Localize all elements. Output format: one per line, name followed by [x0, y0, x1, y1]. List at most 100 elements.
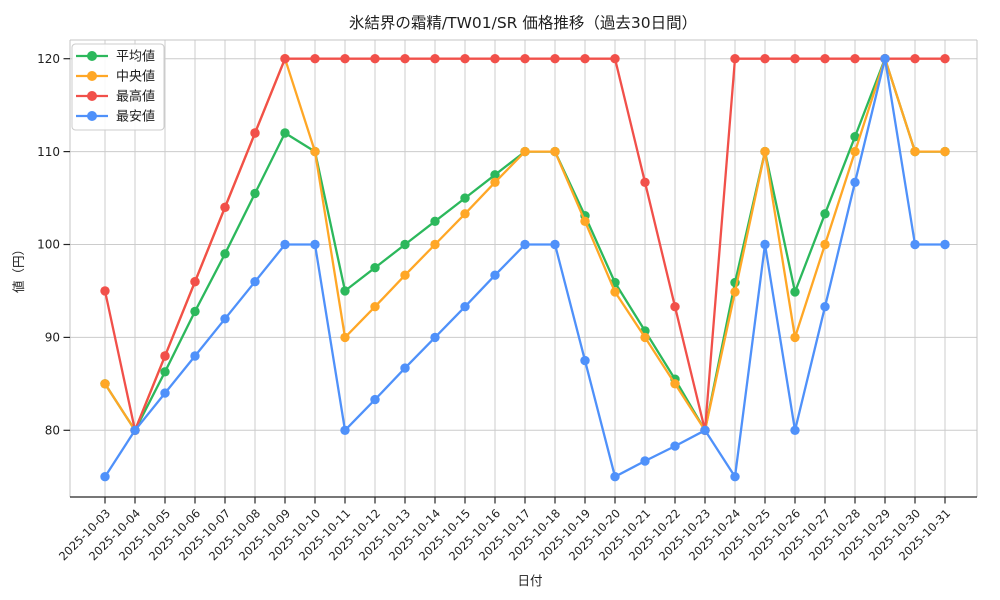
y-tick-label: 110 — [37, 145, 60, 159]
y-axis-title: 値（円） — [11, 243, 26, 293]
data-point-max — [730, 54, 740, 64]
data-point-average — [370, 263, 380, 273]
legend-item-max: 最高値 — [76, 89, 155, 105]
data-point-average — [820, 209, 830, 219]
data-point-average — [400, 239, 410, 250]
data-point-min — [310, 239, 320, 250]
data-point-average — [280, 128, 290, 138]
data-point-average — [160, 367, 170, 377]
data-point-min — [190, 351, 200, 361]
data-point-max — [610, 54, 620, 64]
data-point-min — [280, 239, 290, 250]
data-point-min — [460, 302, 470, 312]
data-point-max — [250, 128, 260, 138]
data-point-median — [400, 270, 410, 280]
data-point-max — [520, 54, 530, 64]
y-tick-label: 80 — [45, 424, 60, 438]
data-point-min — [430, 332, 440, 343]
data-point-max — [220, 202, 230, 212]
data-point-average — [460, 193, 470, 203]
data-point-average — [220, 249, 230, 259]
data-point-max — [760, 54, 770, 64]
data-point-min — [520, 239, 530, 250]
data-point-median — [460, 209, 470, 219]
data-point-max — [340, 54, 350, 64]
legend-box — [71, 43, 165, 131]
data-point-min — [760, 239, 770, 250]
data-point-min — [220, 314, 230, 324]
data-point-min — [940, 239, 950, 250]
data-point-max — [820, 54, 830, 64]
data-point-max — [160, 351, 170, 361]
chart-title: 氷結界の霜精/TW01/SR 価格推移（過去30日間） — [349, 14, 697, 32]
data-point-max — [940, 54, 950, 64]
data-point-max — [370, 54, 380, 64]
data-point-max — [460, 54, 470, 64]
data-point-median — [820, 239, 830, 250]
data-point-median — [340, 332, 350, 343]
y-tick-label: 120 — [37, 52, 60, 66]
data-point-max — [100, 286, 110, 296]
x-axis-title: 日付 — [517, 573, 542, 588]
legend-item-min: 最安値 — [76, 109, 155, 125]
data-point-min — [640, 456, 650, 466]
data-point-min — [670, 441, 680, 451]
legend-item-label: 最高値 — [116, 89, 155, 105]
grid-layer — [70, 40, 977, 497]
data-point-median — [730, 287, 740, 297]
data-point-median — [760, 146, 770, 157]
legend-item-label: 平均値 — [116, 49, 155, 65]
data-point-min — [370, 394, 380, 405]
data-point-max — [310, 54, 320, 64]
data-point-median — [100, 379, 110, 389]
data-point-min — [850, 177, 860, 187]
data-point-average — [790, 287, 800, 297]
data-point-average — [850, 132, 860, 142]
data-point-median — [490, 177, 500, 187]
data-point-median — [670, 379, 680, 389]
legend-marker-dot — [87, 111, 97, 121]
data-point-max — [430, 54, 440, 64]
data-point-min — [490, 270, 500, 280]
data-point-min — [250, 277, 260, 287]
data-point-max — [400, 54, 410, 64]
legend-item-label: 中央値 — [116, 69, 155, 85]
data-point-min — [700, 425, 710, 435]
data-point-min — [880, 54, 890, 64]
data-point-min — [160, 388, 170, 398]
data-point-max — [190, 277, 200, 287]
data-point-median — [610, 287, 620, 297]
data-point-min — [340, 425, 350, 435]
legend-marker-dot — [87, 51, 97, 61]
data-point-min — [610, 472, 620, 482]
data-point-max — [850, 54, 860, 64]
data-point-min — [550, 239, 560, 250]
data-point-median — [520, 146, 530, 157]
data-point-min — [820, 302, 830, 312]
data-point-median — [430, 239, 440, 250]
legend-item-median: 中央値 — [76, 69, 155, 85]
data-point-max — [670, 302, 680, 312]
data-point-min — [910, 239, 920, 250]
data-point-average — [340, 286, 350, 296]
data-point-min — [790, 425, 800, 435]
data-point-max — [490, 54, 500, 64]
data-point-median — [940, 146, 950, 157]
data-point-min — [100, 472, 110, 482]
data-point-min — [130, 425, 140, 435]
data-point-min — [580, 355, 590, 366]
data-point-min — [400, 363, 410, 373]
data-point-median — [910, 146, 920, 157]
legend-marker-dot — [87, 91, 97, 101]
data-point-median — [550, 146, 560, 157]
plot-border — [69, 39, 978, 498]
data-point-average — [490, 170, 500, 180]
legend-item-average: 平均値 — [76, 49, 155, 65]
data-point-average — [190, 306, 200, 317]
data-point-median — [790, 332, 800, 343]
legend-marker-dot — [87, 71, 97, 81]
data-point-average — [430, 216, 440, 226]
legend-item-label: 最安値 — [116, 109, 155, 125]
